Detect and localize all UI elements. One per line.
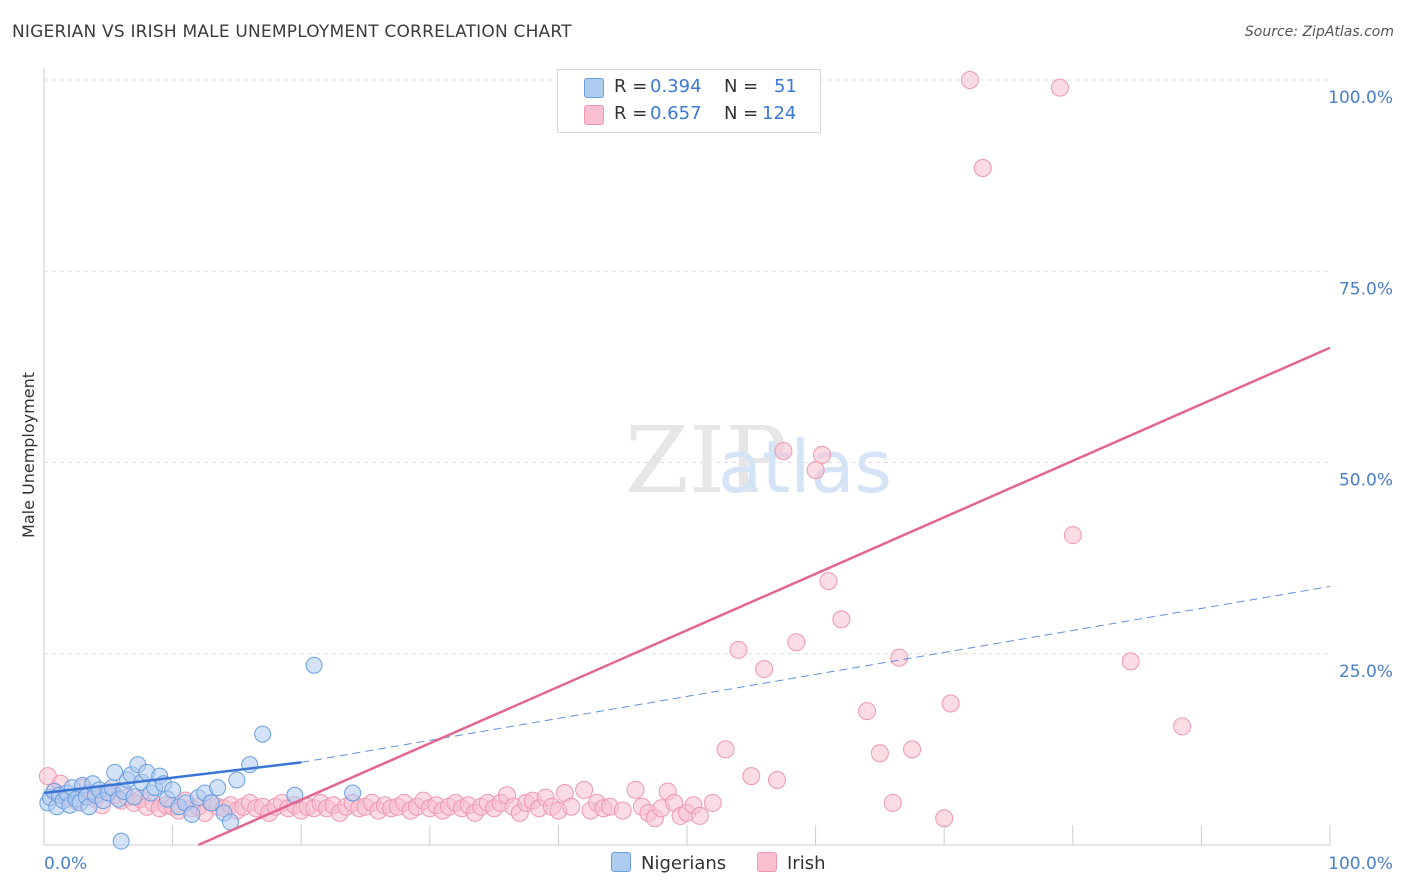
bottom-legend-nigerians-label: Nigerians <box>641 853 727 874</box>
nigerian-point <box>164 781 182 799</box>
irish-point <box>716 740 735 759</box>
irish-point <box>742 767 761 786</box>
trend-lines <box>43 346 1331 847</box>
bottom-legend-nigerians: Nigerians <box>611 852 726 874</box>
legend-n-nigerians: 51 <box>774 76 797 97</box>
irish-point <box>768 770 787 789</box>
irish-point <box>562 797 581 816</box>
x-tick-label: 100.0% <box>1328 854 1393 874</box>
chart-title: NIGERIAN VS IRISH MALE UNEMPLOYMENT CORR… <box>12 22 572 42</box>
irish-point <box>626 780 645 799</box>
irish-point <box>960 71 979 89</box>
bottom-swatch-nigerians <box>611 852 631 872</box>
irish-point <box>1121 652 1140 671</box>
irish-point <box>703 793 722 812</box>
legend-r-label: R = <box>614 76 648 97</box>
irish-point <box>973 158 992 177</box>
legend-r-nigerians: 0.394 <box>650 76 702 97</box>
nigerians-trend-extension <box>301 585 1331 763</box>
irish-point <box>890 648 909 667</box>
legend-swatch-nigerians <box>584 78 604 98</box>
y-axis-label: Male Unemployment <box>19 372 38 538</box>
irish-point <box>774 442 793 461</box>
watermark-atlas: atlas <box>718 425 892 509</box>
irish-point <box>729 640 748 659</box>
correlation-legend: R = 0.394 N = 51 R = 0.657 N = 124 <box>557 69 821 133</box>
nigerian-point <box>228 771 246 789</box>
legend-r-label: R = <box>614 103 648 124</box>
irish-point <box>690 806 709 825</box>
legend-n-label: N = <box>724 76 759 97</box>
irish-point <box>832 610 851 629</box>
nigerian-point <box>183 805 201 823</box>
irish-point <box>903 740 922 759</box>
nigerian-point <box>209 779 227 797</box>
bottom-legend-irish: Irish <box>757 852 826 874</box>
irish-point <box>613 801 632 820</box>
irish-point <box>941 694 960 713</box>
axis-ticks: 25.0% 50.0% 75.0% 100.0% 0.0% 100.0% <box>44 88 1393 874</box>
nigerian-point <box>112 832 130 850</box>
nigerian-point <box>106 763 124 781</box>
legend-r-irish: 0.657 <box>650 103 702 124</box>
nigerian-point <box>254 725 272 743</box>
irish-point <box>870 744 889 763</box>
y-tick-label: 25.0% <box>1339 662 1393 682</box>
irish-point <box>819 572 838 591</box>
watermark-zip: ZIP <box>625 407 787 514</box>
irish-trend-line <box>197 346 1331 847</box>
chart-source: Source: ZipAtlas.com <box>1244 24 1394 40</box>
bottom-legend-irish-label: Irish <box>787 853 826 874</box>
irish-point <box>858 702 877 721</box>
irish-point <box>813 445 832 464</box>
irish-point <box>1050 78 1069 97</box>
irish-points <box>38 71 1192 828</box>
irish-point <box>935 809 954 828</box>
nigerians-trend-line <box>43 761 302 795</box>
bottom-swatch-irish <box>757 852 777 872</box>
x-tick-label: 0.0% <box>44 854 87 874</box>
irish-point <box>1063 526 1082 545</box>
nigerian-point <box>125 788 143 806</box>
legend-swatch-irish <box>584 105 604 125</box>
irish-point <box>787 633 806 652</box>
irish-point <box>1173 717 1192 736</box>
legend-n-label: N = <box>724 103 759 124</box>
y-tick-label: 100.0% <box>1328 88 1393 108</box>
nigerian-point <box>344 784 362 802</box>
y-tick-label: 75.0% <box>1339 279 1393 299</box>
nigerian-point <box>305 656 323 674</box>
y-tick-label: 50.0% <box>1339 471 1393 491</box>
irish-point <box>755 660 774 679</box>
irish-point <box>883 793 902 812</box>
irish-point <box>575 780 594 799</box>
nigerian-point <box>202 794 220 812</box>
legend-n-irish: 124 <box>762 103 797 124</box>
irish-point <box>806 461 825 480</box>
